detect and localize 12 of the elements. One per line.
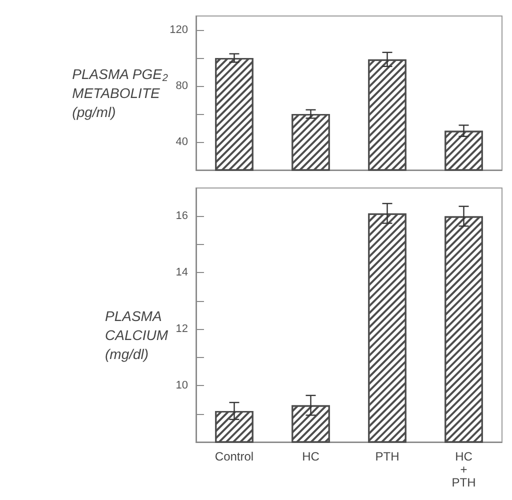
- y-tick-label: 16: [176, 210, 188, 222]
- y-axis-title: PLASMA CALCIUM (mg/dl): [104, 308, 168, 362]
- x-tick-label: PTH: [375, 450, 400, 464]
- y-tick-label: 12: [176, 323, 188, 336]
- y-tick-label: 10: [176, 380, 188, 392]
- x-tick-label: HC + PTH: [452, 450, 476, 490]
- y-tick-label: 120: [170, 24, 188, 36]
- y-tick-label: 14: [176, 266, 188, 279]
- y-tick-label: 80: [176, 80, 188, 92]
- x-tick-label: HC: [302, 450, 320, 464]
- x-tick-label: Control: [214, 450, 254, 464]
- y-tick-label: 40: [176, 136, 188, 148]
